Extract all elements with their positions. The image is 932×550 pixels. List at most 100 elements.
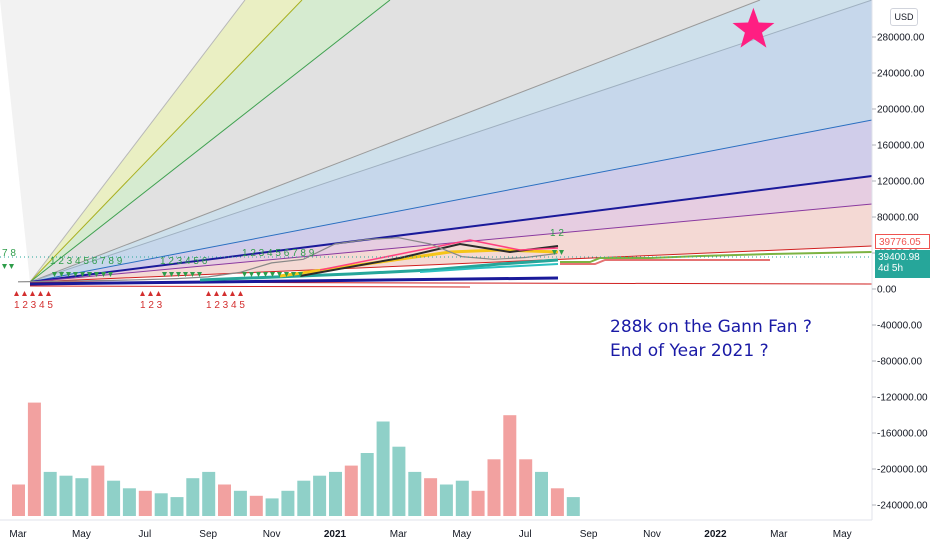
volume-bar xyxy=(360,453,374,516)
fan-line-8 xyxy=(29,203,873,283)
green-marker-1-6 xyxy=(94,272,99,277)
volume-bar xyxy=(186,478,200,516)
y-tick-label: 80000.00 xyxy=(877,213,919,224)
volume-bar xyxy=(202,471,216,516)
fan-base-line xyxy=(29,276,559,286)
price-label-current: 39400.98 4d 5h xyxy=(875,250,930,278)
green-marker-4-0 xyxy=(552,250,557,255)
fan-line-9 xyxy=(29,245,873,283)
y-tick-label: -40000.00 xyxy=(877,321,922,332)
x-tick-label: 2021 xyxy=(324,529,347,540)
red-marker-2-3 xyxy=(230,291,235,296)
red-marker-1-2 xyxy=(156,291,161,296)
currency-badge[interactable]: USD xyxy=(890,8,918,26)
volume-bar xyxy=(233,490,247,516)
volume-bar xyxy=(249,495,263,516)
volume-bar xyxy=(392,446,406,516)
fan-line-3 xyxy=(29,0,391,283)
projection-green xyxy=(560,251,873,263)
ma-cyan xyxy=(419,263,559,273)
y-tick-label: 120000.00 xyxy=(877,177,925,188)
volume-bar xyxy=(107,480,121,516)
x-tick-label: Jul xyxy=(519,529,532,540)
green-count-5: 1 2 xyxy=(550,228,564,239)
green-marker-3-6 xyxy=(284,272,289,277)
x-tick-label: Nov xyxy=(263,529,281,540)
red-marker-1-0 xyxy=(140,291,145,296)
volume-bar xyxy=(344,465,358,516)
y-tick-label: 160000.00 xyxy=(877,141,925,152)
x-tick-label: May xyxy=(452,529,471,540)
volume-bar xyxy=(535,471,548,516)
annotation-line-1: 288k on the Gann Fan ? xyxy=(610,317,812,337)
volume-bar xyxy=(43,471,57,516)
y-tick-label: -120000.00 xyxy=(877,393,928,404)
y-tick-label: 0.00 xyxy=(877,285,897,296)
x-tick-label: Nov xyxy=(643,529,661,540)
green-marker-1-1 xyxy=(59,272,64,277)
green-marker-2-4 xyxy=(190,272,195,277)
green-marker-2-1 xyxy=(169,272,174,277)
green-marker-0-0 xyxy=(2,264,7,269)
x-tick-label: May xyxy=(833,529,852,540)
green-marker-1-4 xyxy=(80,272,85,277)
volume-bar xyxy=(566,497,580,516)
volume-bar xyxy=(122,488,136,516)
fan-line-6 xyxy=(29,119,873,283)
volume-bar xyxy=(408,471,422,516)
green-count-1: 7 8 xyxy=(2,248,16,259)
x-tick-label: Sep xyxy=(199,529,217,540)
volume-bar xyxy=(424,478,438,516)
green-marker-1-7 xyxy=(101,272,106,277)
red-marker-2-4 xyxy=(238,291,243,296)
price-label-upper: 39776.05 xyxy=(875,234,930,249)
green-marker-2-2 xyxy=(176,272,181,277)
x-tick-label: Mar xyxy=(770,529,788,540)
x-tick-label: Mar xyxy=(390,529,408,540)
y-tick-label: -160000.00 xyxy=(877,429,928,440)
volume-bar xyxy=(297,480,311,516)
fan-line-2 xyxy=(29,0,303,283)
red-count-1: 1 2 3 4 5 xyxy=(14,300,53,311)
green-marker-3-4 xyxy=(270,272,275,277)
red-count-3: 1 2 3 4 5 xyxy=(206,300,245,311)
volume-bar xyxy=(519,459,533,516)
fan-base-red-line xyxy=(29,285,471,288)
annotation-line-2: End of Year 2021 ? xyxy=(610,341,769,361)
red-marker-0-2 xyxy=(30,291,35,296)
red-count-2: 1 2 3 xyxy=(140,300,163,311)
green-count-2: 1 2 3 4 5 6 7 8 9 xyxy=(50,256,123,267)
red-marker-0-1 xyxy=(22,291,27,296)
volume-bar xyxy=(170,497,184,516)
current-price-value: 39400.98 xyxy=(878,252,920,263)
volume-bar xyxy=(265,498,279,516)
volume-bar xyxy=(313,475,327,516)
ma-pink xyxy=(319,239,559,271)
green-marker-2-5 xyxy=(197,272,202,277)
fan-band-1 xyxy=(0,0,245,282)
red-marker-2-2 xyxy=(222,291,227,296)
target-star xyxy=(732,7,775,48)
volume-bar xyxy=(218,484,231,516)
y-tick-label: -200000.00 xyxy=(877,465,928,476)
price-line xyxy=(17,237,557,283)
green-count-4: 1 2 3 4 5 6 7 8 9 xyxy=(242,248,315,259)
red-marker-2-0 xyxy=(206,291,211,296)
annotation-box: 288k on the Gann Fan ? End of Year 2021 … xyxy=(604,312,816,372)
volume-bar xyxy=(329,471,342,516)
green-marker-3-1 xyxy=(249,272,254,277)
x-tick-label: Sep xyxy=(580,529,598,540)
volume-bar xyxy=(503,415,517,516)
volume-bar xyxy=(455,480,469,516)
volume-bar xyxy=(75,478,89,516)
volume-bar xyxy=(550,488,564,516)
volume-bar xyxy=(281,490,295,516)
volume-bar xyxy=(59,475,73,516)
green-marker-1-3 xyxy=(73,272,78,277)
green-marker-1-0 xyxy=(52,272,57,277)
green-marker-0-1 xyxy=(9,264,14,269)
red-marker-0-4 xyxy=(46,291,51,296)
red-marker-2-1 xyxy=(214,291,219,296)
green-count-3: 1 2 3 4 5 6 xyxy=(160,256,208,267)
